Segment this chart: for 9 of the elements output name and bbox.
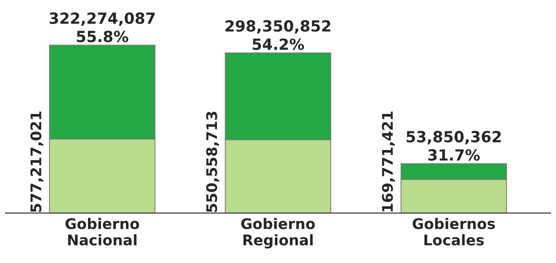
x-tick-label: Gobiernos Locales: [412, 218, 495, 246]
total-label: 550,558,713: [206, 112, 220, 212]
x-tick-label: Gobierno Nacional: [66, 218, 140, 246]
data-label: 53,850,362 31.7%: [406, 130, 501, 161]
data-label: 322,274,087 55.8%: [50, 12, 155, 42]
x-tick-label: Gobierno Regional: [241, 218, 315, 248]
total-label: 169,771,421: [382, 112, 395, 212]
total-label: 577,217,021: [30, 112, 44, 212]
data-label: 298,350,852 54.2%: [226, 20, 330, 50]
